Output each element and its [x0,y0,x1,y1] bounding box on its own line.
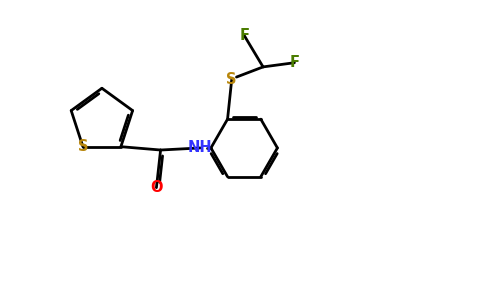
Text: F: F [289,55,300,70]
Text: NH: NH [188,140,212,155]
Text: F: F [239,28,249,43]
Text: S: S [227,72,237,87]
Text: O: O [150,180,163,195]
Text: S: S [77,139,88,154]
